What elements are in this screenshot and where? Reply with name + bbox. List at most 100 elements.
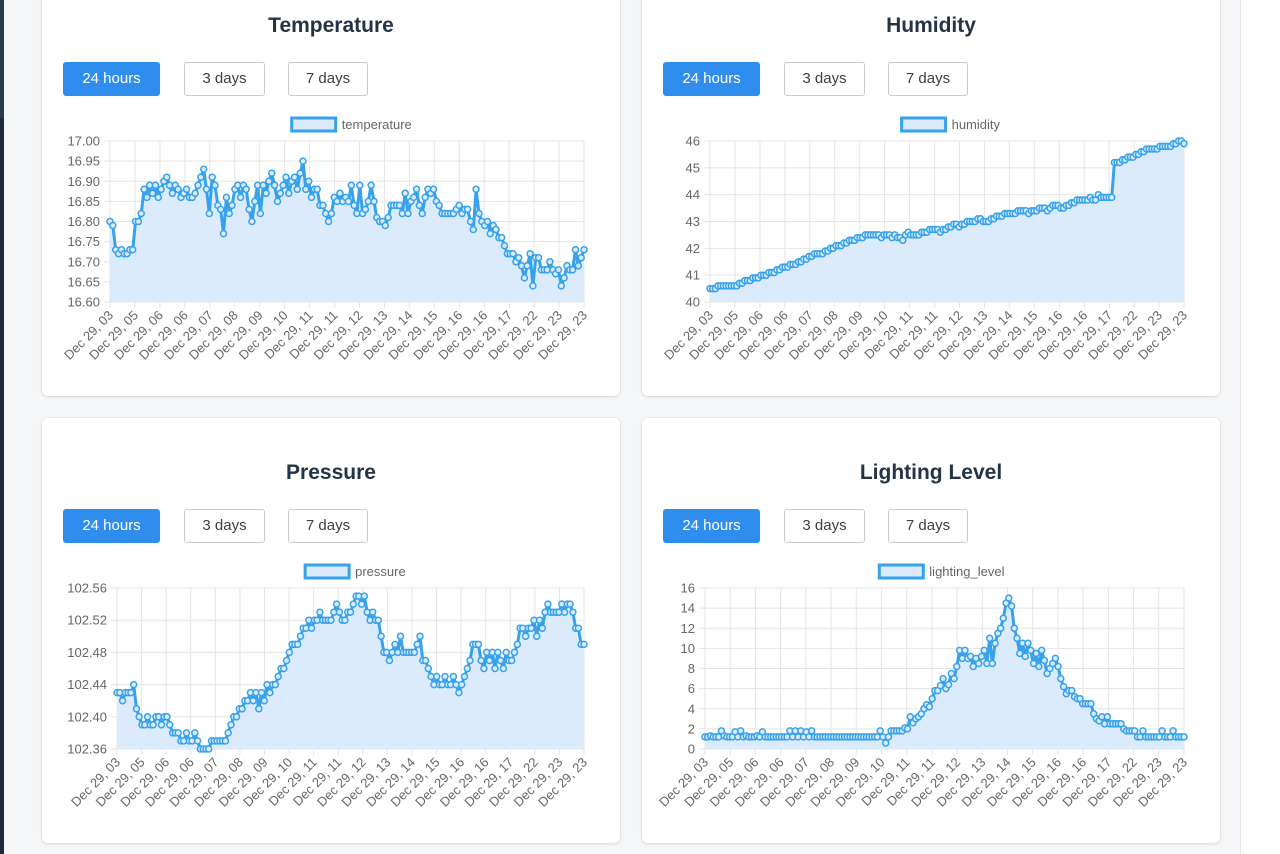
- data-point[interactable]: [560, 608, 569, 616]
- data-point[interactable]: [1024, 639, 1032, 648]
- data-point[interactable]: [163, 173, 171, 181]
- data-point[interactable]: [499, 664, 508, 673]
- data-point[interactable]: [988, 659, 997, 668]
- data-point[interactable]: [546, 258, 554, 266]
- data-point[interactable]: [475, 209, 483, 218]
- data-point[interactable]: [374, 616, 383, 624]
- data-point[interactable]: [154, 193, 163, 202]
- data-point[interactable]: [577, 253, 585, 262]
- data-point[interactable]: [903, 725, 912, 733]
- data-point[interactable]: [455, 688, 463, 697]
- data-point[interactable]: [460, 672, 469, 681]
- data-point[interactable]: [349, 600, 358, 608]
- data-point[interactable]: [194, 181, 202, 190]
- data-point[interactable]: [466, 217, 475, 226]
- data-point[interactable]: [293, 640, 302, 649]
- data-point[interactable]: [259, 181, 268, 190]
- data-point[interactable]: [238, 705, 246, 713]
- data-point[interactable]: [302, 185, 310, 194]
- data-point[interactable]: [432, 672, 441, 681]
- data-point[interactable]: [293, 185, 302, 194]
- data-point[interactable]: [134, 217, 143, 226]
- data-point[interactable]: [469, 225, 478, 234]
- data-point[interactable]: [174, 729, 182, 737]
- data-point[interactable]: [485, 656, 494, 665]
- range-7-days-button[interactable]: 7 days: [888, 509, 968, 543]
- data-point[interactable]: [347, 181, 356, 190]
- data-point[interactable]: [1037, 646, 1046, 655]
- data-point[interactable]: [416, 632, 424, 641]
- data-point[interactable]: [513, 640, 522, 649]
- data-point[interactable]: [128, 245, 137, 254]
- data-point[interactable]: [412, 185, 421, 194]
- data-point[interactable]: [255, 705, 263, 713]
- data-point[interactable]: [494, 648, 502, 657]
- data-point[interactable]: [324, 217, 333, 226]
- range-3-days-button[interactable]: 3 days: [184, 509, 265, 543]
- data-point[interactable]: [296, 632, 305, 641]
- data-point[interactable]: [404, 209, 412, 218]
- data-point[interactable]: [211, 181, 219, 190]
- data-point[interactable]: [174, 185, 182, 194]
- data-point[interactable]: [256, 209, 265, 218]
- range-7-days-button[interactable]: 7 days: [888, 62, 968, 96]
- data-point[interactable]: [242, 185, 250, 194]
- range-3-days-button[interactable]: 3 days: [784, 62, 865, 96]
- range-24-hours-button[interactable]: 24 hours: [63, 509, 160, 543]
- data-point[interactable]: [463, 205, 472, 214]
- data-point[interactable]: [1040, 656, 1049, 665]
- data-point[interactable]: [510, 648, 519, 657]
- data-point[interactable]: [953, 662, 961, 671]
- data-point[interactable]: [413, 640, 421, 649]
- data-point[interactable]: [1180, 733, 1188, 741]
- data-point[interactable]: [140, 185, 148, 194]
- data-point[interactable]: [544, 600, 552, 608]
- data-point[interactable]: [1068, 686, 1076, 695]
- data-point[interactable]: [307, 624, 316, 632]
- data-point[interactable]: [401, 189, 409, 198]
- data-point[interactable]: [251, 197, 259, 206]
- data-point[interactable]: [163, 713, 171, 721]
- data-point[interactable]: [441, 672, 449, 681]
- data-point[interactable]: [336, 189, 344, 198]
- data-point[interactable]: [236, 193, 245, 202]
- data-point[interactable]: [974, 659, 983, 668]
- data-point[interactable]: [1010, 624, 1019, 633]
- data-point[interactable]: [346, 608, 355, 616]
- data-point[interactable]: [580, 245, 588, 254]
- data-point[interactable]: [492, 225, 500, 234]
- data-point[interactable]: [166, 721, 174, 729]
- data-point[interactable]: [1051, 654, 1060, 663]
- data-point[interactable]: [356, 181, 364, 190]
- data-point[interactable]: [193, 737, 202, 745]
- data-point[interactable]: [415, 201, 424, 210]
- data-point[interactable]: [1035, 662, 1043, 671]
- data-point[interactable]: [157, 185, 165, 194]
- data-point[interactable]: [928, 694, 936, 703]
- data-point[interactable]: [944, 680, 953, 689]
- data-point[interactable]: [257, 688, 266, 697]
- legend[interactable]: humidity: [900, 116, 1001, 133]
- data-point[interactable]: [280, 664, 288, 673]
- data-point[interactable]: [410, 648, 419, 657]
- data-point[interactable]: [227, 721, 235, 729]
- data-point[interactable]: [421, 193, 429, 202]
- data-point[interactable]: [248, 217, 256, 226]
- data-point[interactable]: [977, 652, 986, 661]
- data-point[interactable]: [1057, 674, 1065, 683]
- data-point[interactable]: [457, 680, 466, 689]
- data-point[interactable]: [463, 664, 472, 673]
- data-point[interactable]: [554, 266, 563, 274]
- data-point[interactable]: [137, 209, 145, 218]
- data-point[interactable]: [529, 282, 537, 290]
- data-point[interactable]: [507, 656, 516, 665]
- data-point[interactable]: [486, 229, 495, 238]
- data-point[interactable]: [279, 181, 287, 190]
- data-point[interactable]: [502, 648, 510, 657]
- data-point[interactable]: [876, 727, 884, 735]
- data-point[interactable]: [936, 681, 945, 690]
- data-point[interactable]: [360, 592, 369, 600]
- data-point[interactable]: [996, 624, 1005, 633]
- data-point[interactable]: [557, 282, 566, 290]
- data-point[interactable]: [127, 688, 135, 697]
